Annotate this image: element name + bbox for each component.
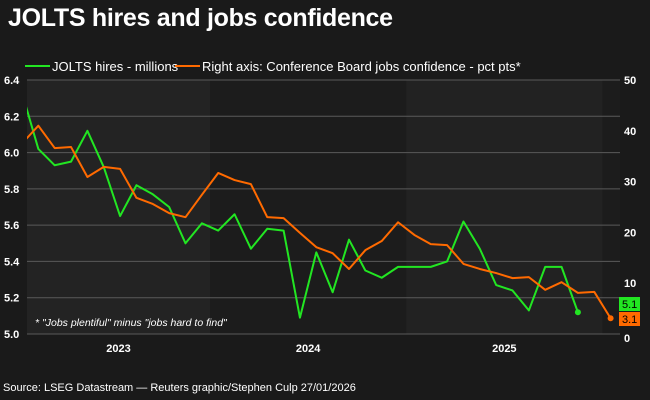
left-tick-label: 6.0	[4, 148, 19, 160]
end-label-box-0	[619, 297, 640, 311]
right-tick-label: 10	[624, 278, 636, 290]
source-note: Source: LSEG Datastream — Reuters graphi…	[3, 382, 356, 394]
right-tick-label: 20	[624, 227, 636, 239]
series-end-point-1	[607, 315, 614, 322]
left-tick-label: 5.2	[4, 293, 19, 305]
left-tick-label: 5.0	[4, 329, 19, 341]
year-band	[602, 80, 620, 334]
right-tick-label: 50	[624, 75, 636, 87]
left-tick-label: 6.4	[4, 75, 20, 87]
year-band	[210, 80, 407, 334]
legend-label-1: Right axis: Conference Board jobs confid…	[202, 59, 521, 74]
end-label-box-1	[619, 312, 640, 326]
left-tick-label: 5.6	[4, 220, 19, 232]
right-tick-label: 0	[624, 333, 630, 345]
x-tick-label: 2023	[106, 343, 130, 355]
left-tick-label: 5.4	[4, 256, 20, 268]
chart-title: JOLTS hires and jobs confidence	[8, 4, 393, 32]
series-group	[27, 106, 614, 322]
right-tick-label: 30	[624, 177, 636, 189]
series-line-0	[27, 106, 579, 319]
x-tick-label: 2025	[492, 343, 516, 355]
year-band	[27, 80, 211, 334]
end-value-label-0: 5.1	[622, 299, 637, 311]
end-value-label-1: 3.1	[622, 314, 637, 326]
x-tick-label: 2024	[296, 343, 321, 355]
left-tick-label: 6.2	[4, 111, 19, 123]
footnote: * "Jobs plentiful" minus "jobs hard to f…	[35, 317, 228, 329]
series-end-point-0	[574, 309, 581, 316]
series-line-1	[27, 124, 612, 319]
right-tick-label: 40	[624, 126, 636, 138]
left-tick-label: 5.8	[4, 184, 19, 196]
legend-label-0: JOLTS hires - millions	[52, 59, 179, 74]
